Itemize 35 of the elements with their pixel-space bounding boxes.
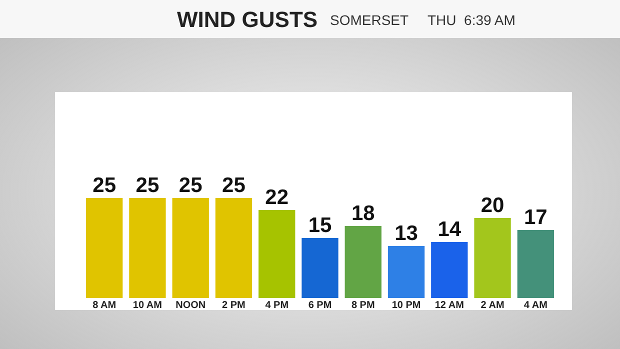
x-tick-label: 8 AM xyxy=(92,300,116,311)
x-tick-label: NOON xyxy=(176,300,206,311)
x-tick-label: 2 PM xyxy=(222,300,246,311)
bar xyxy=(302,238,338,298)
data-label: 18 xyxy=(351,202,376,225)
x-tick-label: 12 AM xyxy=(434,300,464,311)
bar xyxy=(129,198,166,298)
data-label: 22 xyxy=(265,186,289,209)
data-label: 20 xyxy=(480,194,504,217)
bar xyxy=(474,218,511,298)
data-label: 25 xyxy=(178,174,203,197)
data-label: 25 xyxy=(222,174,246,197)
bar xyxy=(258,210,296,298)
data-label: 25 xyxy=(92,174,116,197)
x-tick-label: 10 AM xyxy=(132,300,162,311)
x-tick-label: 4 AM xyxy=(524,300,548,311)
x-tick-label: 2 AM xyxy=(480,300,504,311)
bar xyxy=(517,230,554,298)
x-tick-label: 4 PM xyxy=(265,300,289,311)
data-label: 17 xyxy=(524,206,548,229)
bar xyxy=(431,242,468,298)
bar xyxy=(388,246,425,298)
x-tick-label: 8 PM xyxy=(351,300,375,311)
data-label: 14 xyxy=(438,218,462,241)
bar xyxy=(172,198,209,298)
data-label: 15 xyxy=(308,214,332,237)
chart-subtitle: SOMERSET THU 6:39 AM xyxy=(330,12,516,28)
bar xyxy=(86,198,123,298)
x-tick-label: 10 PM xyxy=(392,300,421,311)
data-label: 13 xyxy=(394,222,418,245)
data-label: 25 xyxy=(136,174,160,197)
x-tick-label: 6 PM xyxy=(308,300,332,311)
chart-title: WIND GUSTS xyxy=(177,7,318,32)
bar xyxy=(344,226,382,298)
bar xyxy=(215,198,252,298)
